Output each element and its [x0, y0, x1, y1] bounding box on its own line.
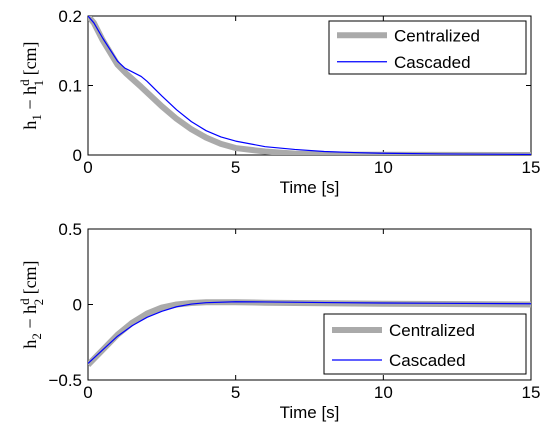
- x-tick-label: 0: [83, 383, 92, 402]
- x-tick-label: 5: [231, 158, 240, 177]
- y-axis-label-unit: [cm]: [20, 260, 40, 298]
- y-axis-label-sub2: 1: [31, 80, 46, 87]
- y-axis-label-dash: − h: [20, 86, 40, 114]
- y-axis-label-sub1: 1: [29, 114, 44, 121]
- series-line-centralized: [88, 299, 531, 367]
- x-tick-label: 0: [83, 158, 92, 177]
- legend-box: [323, 313, 527, 375]
- x-tick-label: 15: [522, 158, 541, 177]
- x-axis-label: Time [s]: [280, 178, 340, 197]
- y-axis-label-dash: − h: [20, 305, 40, 333]
- legend-label-cascaded: Cascaded: [394, 53, 471, 72]
- x-tick-label: 10: [374, 158, 393, 177]
- y-axis-label-sup: d: [17, 79, 32, 86]
- legend-label-cascaded: Cascaded: [389, 351, 466, 370]
- x-tick-label: 15: [522, 383, 541, 402]
- legend: Centralized Cascaded: [323, 313, 527, 375]
- y-axis-label: h1 − hd1 [cm]: [17, 41, 46, 129]
- series-line-centralized: [88, 16, 531, 155]
- series-line-cascaded: [88, 16, 531, 155]
- y-tick-label: 0.1: [58, 77, 82, 96]
- legend-box: [328, 20, 527, 75]
- legend-label-centralized: Centralized: [394, 26, 480, 45]
- y-axis-label-unit: [cm]: [20, 41, 40, 79]
- y-axis-label-main: h: [20, 340, 40, 349]
- y-axis-label-sup: d: [17, 298, 32, 305]
- series-line-cascaded: [88, 301, 531, 364]
- x-axis-label: Time [s]: [280, 403, 340, 422]
- y-axis-label-sub1: 2: [29, 333, 44, 340]
- y-tick-label: 0: [73, 296, 82, 315]
- legend-label-centralized: Centralized: [389, 321, 475, 340]
- y-axis-label: h2 − hd2 [cm]: [17, 260, 46, 348]
- x-tick-label: 10: [374, 383, 393, 402]
- y-tick-label: −0.5: [48, 371, 82, 390]
- y-tick-label: 0.2: [58, 7, 82, 26]
- y-axis-label-sub2: 2: [31, 299, 46, 306]
- x-tick-label: 5: [231, 383, 240, 402]
- legend: Centralized Cascaded: [328, 20, 527, 75]
- y-tick-label: 0.5: [58, 220, 82, 239]
- y-axis-label-main: h: [20, 121, 40, 130]
- y-tick-label: 0: [73, 146, 82, 165]
